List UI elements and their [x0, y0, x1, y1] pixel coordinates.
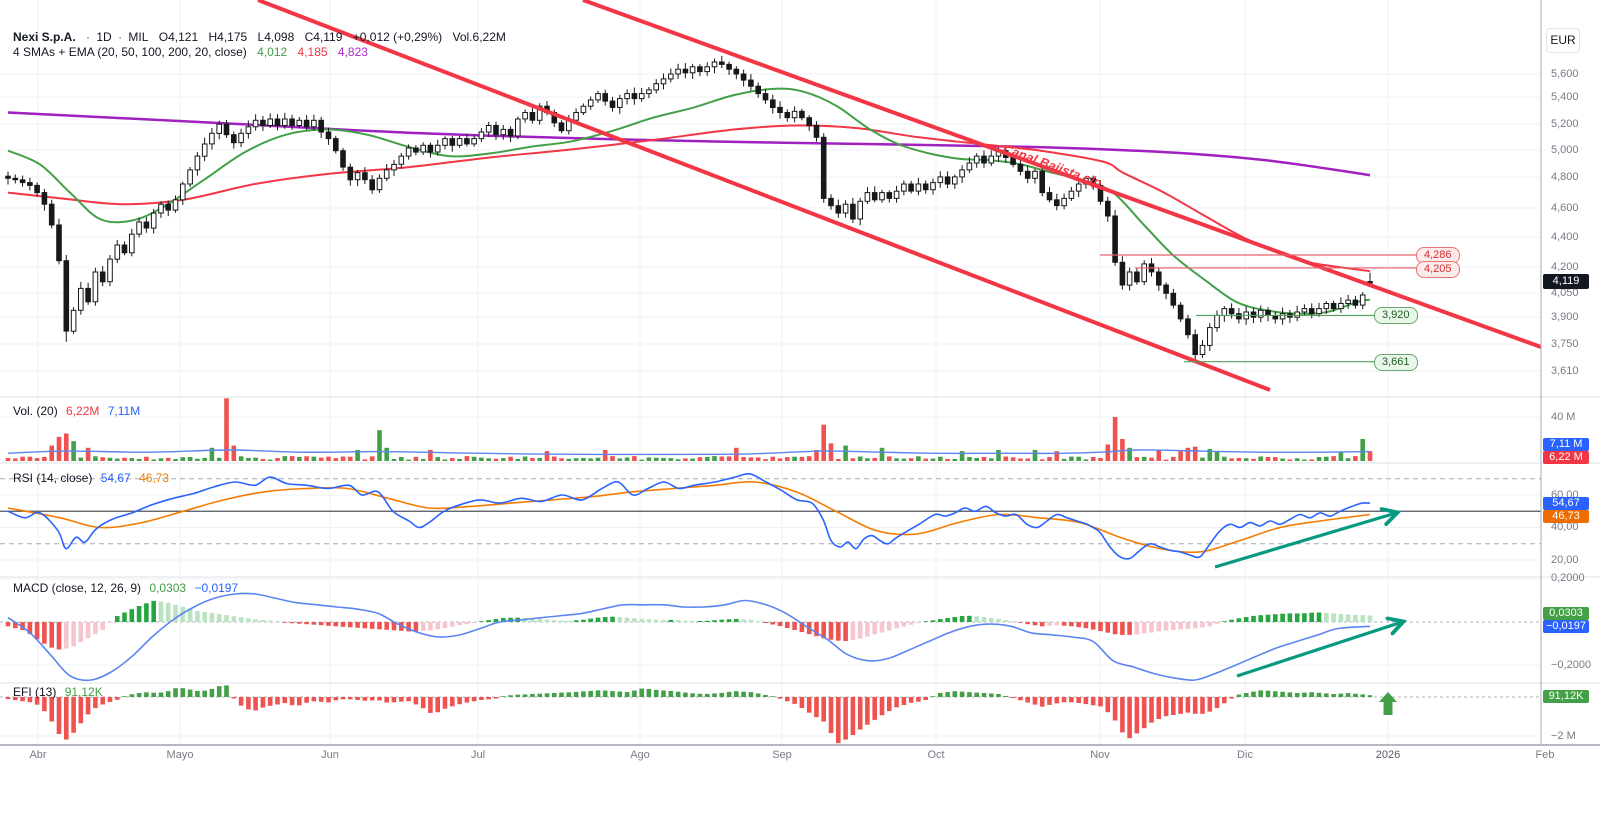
price-tick-label: 5,400	[1551, 91, 1579, 103]
time-axis-label: Jul	[470, 749, 486, 761]
time-axis-label: Nov	[1090, 749, 1110, 761]
price-tick-label: 4,600	[1551, 202, 1579, 214]
macd-hist-value: 0,0303	[149, 581, 187, 595]
separator-dot: ·	[86, 30, 91, 44]
trend-arrow[interactable]	[1236, 622, 1402, 678]
rsi-label[interactable]: RSI (14, close)	[13, 471, 93, 485]
high-label: H	[208, 30, 218, 44]
sma200-value: 4,823	[337, 45, 368, 59]
rsi-ma-value: 46,73	[139, 471, 170, 485]
interval[interactable]: 1D	[96, 30, 112, 44]
volume-label[interactable]: Vol. (20)	[13, 404, 58, 418]
price-level-label-4205[interactable]: 4,205	[1416, 261, 1460, 278]
symbol-name[interactable]: Nexi S.p.A.	[13, 30, 76, 44]
efi-label[interactable]: EFI (13)	[13, 685, 57, 699]
price-tick-label: 4,800	[1551, 171, 1579, 183]
last-price-badge: 4,119	[1543, 274, 1589, 289]
time-axis-label: Oct	[927, 749, 945, 761]
open-label: O	[158, 30, 169, 44]
price-tick-label: 4,050	[1551, 287, 1579, 299]
macd-line-badge: −0,0197	[1543, 620, 1589, 633]
rsi-ma-badge: 46,73	[1543, 510, 1589, 523]
sma-indicator-name[interactable]: 4 SMAs + EMA (20, 50, 100, 200, 20, clos…	[13, 45, 247, 59]
time-axis-label: Dic	[1237, 749, 1253, 761]
currency-button[interactable]: EUR	[1546, 28, 1580, 53]
time-axis-label: Ago	[630, 749, 650, 761]
price-tick-label: 4,400	[1551, 231, 1579, 243]
price-tick-label: 3,610	[1551, 365, 1579, 377]
macd-indicator-header[interactable]: MACD (close, 12, 26, 9) 0,0303 −0,0197	[13, 581, 243, 595]
sma50-value: 4,185	[297, 45, 328, 59]
volume-indicator-header[interactable]: Vol. (20) 6,22M 7,11M	[13, 404, 145, 418]
time-axis-label: 2026	[1375, 749, 1401, 761]
volume-red-value: 6,22M	[66, 404, 100, 418]
price-tick-label: 3,750	[1551, 338, 1579, 350]
efi-tick-label: −2 M	[1551, 730, 1576, 742]
rsi-badge: 54,67	[1543, 497, 1589, 510]
efi-value: 91,12K	[64, 685, 103, 699]
price-tick-label: 5,200	[1551, 118, 1579, 130]
price-level-label-3661[interactable]: 3,661	[1374, 354, 1418, 371]
sma20-value: 4,012	[257, 45, 288, 59]
rsi-value: 54,67	[100, 471, 131, 485]
time-axis-label: Feb	[1535, 749, 1555, 761]
volume-blue-value: 7,11M	[107, 404, 141, 418]
price-tick-label: 4,200	[1551, 261, 1579, 273]
volume-badge: 6,22 M	[1543, 451, 1589, 464]
macd-tick-label: −0,2000	[1551, 659, 1592, 671]
time-axis-label: Jun	[321, 749, 339, 761]
volume-tick-label: 40 M	[1551, 411, 1576, 423]
up-arrow-annotation[interactable]	[1379, 692, 1397, 715]
trend-arrow[interactable]	[1214, 513, 1396, 569]
macd-tick-label: 0,2000	[1551, 572, 1585, 584]
macd-line-value: −0,0197	[194, 581, 239, 595]
volume-ma-badge: 7,11 M	[1543, 438, 1589, 451]
separator-dot: ·	[118, 30, 123, 44]
volume-value: Vol.6,22M	[452, 30, 506, 44]
price-tick-label: 3,900	[1551, 311, 1579, 323]
rsi-indicator-header[interactable]: RSI (14, close) 54,67 46,73	[13, 471, 174, 485]
price-tick-label: 5,000	[1551, 144, 1579, 156]
close-value: 4,119	[313, 30, 343, 44]
low-value: 4,098	[264, 30, 295, 44]
change-value: +0,012 (+0,29%)	[352, 30, 443, 44]
macd-hist-badge: 0,0303	[1543, 607, 1589, 620]
sma-indicator-header[interactable]: 4 SMAs + EMA (20, 50, 100, 200, 20, clos…	[13, 45, 375, 59]
price-tick-label: 5,600	[1551, 68, 1579, 80]
time-axis-label: Abr	[29, 749, 47, 761]
chart-canvas[interactable]: Canal Bajista c/p	[0, 0, 1600, 780]
high-value: 4,175	[217, 30, 248, 44]
time-axis-label: Mayo	[166, 749, 194, 761]
open-value: 4,121	[168, 30, 199, 44]
low-label: L	[257, 30, 265, 44]
exchange: MIL	[128, 30, 149, 44]
price-level-label-3920[interactable]: 3,920	[1374, 307, 1418, 324]
time-axis-label: Sep	[772, 749, 792, 761]
efi-badge: 91,12K	[1543, 690, 1589, 703]
macd-label[interactable]: MACD (close, 12, 26, 9)	[13, 581, 142, 595]
close-label: C	[304, 30, 314, 44]
rsi-tick-label: 20,00	[1551, 554, 1579, 566]
rsi-tick-label: 40,00	[1551, 521, 1579, 533]
efi-indicator-header[interactable]: EFI (13) 91,12K	[13, 685, 108, 699]
symbol-header[interactable]: Nexi S.p.A. · 1D · MIL O4,121 H4,175 L4,…	[13, 30, 506, 44]
